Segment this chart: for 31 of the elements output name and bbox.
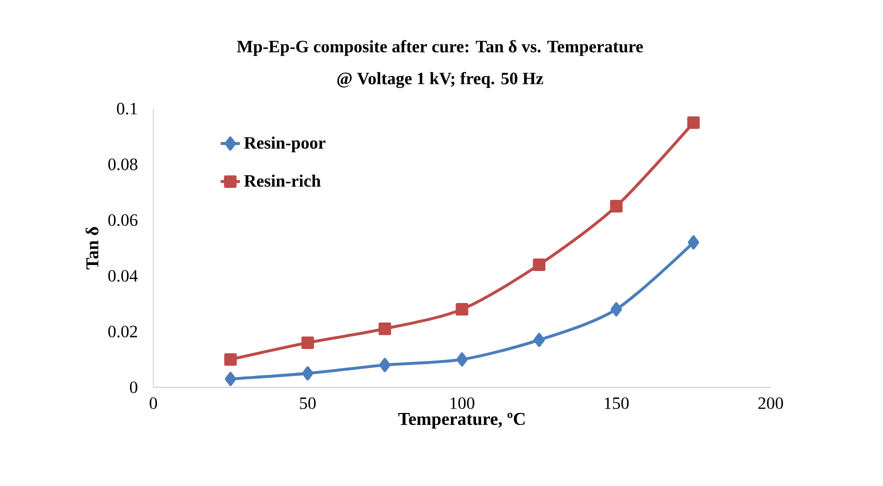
y-tick-label: 0.1	[116, 102, 137, 115]
point	[610, 302, 622, 316]
y-tick-label: 0	[130, 381, 138, 394]
x-axis-title: Temperature, ºC	[398, 412, 525, 429]
y-tick-label: 0.02	[108, 326, 138, 338]
point	[224, 372, 236, 386]
point	[378, 322, 392, 336]
x-tick-label: 200	[758, 397, 783, 410]
y-tick-label: 0.04	[108, 270, 138, 282]
point	[532, 258, 546, 271]
chart-subtitle: @ Voltage 1 kV; freq. 50 Hz	[337, 72, 544, 88]
x-tick-label: 0	[150, 397, 158, 410]
point	[379, 358, 391, 372]
point	[688, 235, 700, 250]
point	[533, 332, 545, 348]
chart-title: Mp-Ep-G composite after cure: Tan δ vs. Temperature	[236, 40, 643, 56]
legend-label: Resin-rich	[244, 174, 321, 187]
point	[301, 336, 314, 350]
y-axis-title: Tan δ	[86, 227, 98, 270]
point	[456, 352, 468, 367]
x-tick-label: 50	[300, 397, 316, 410]
y-tick-label: 0.06	[108, 214, 138, 226]
x-tick-label: 150	[604, 397, 629, 410]
point	[456, 303, 468, 316]
point	[224, 353, 237, 366]
point	[610, 200, 623, 212]
point	[302, 366, 314, 380]
y-tick-label: 0.08	[108, 158, 138, 170]
legend-label: Resin-poor	[244, 136, 326, 152]
x-tick-label: 100	[450, 397, 474, 410]
point	[687, 116, 700, 129]
